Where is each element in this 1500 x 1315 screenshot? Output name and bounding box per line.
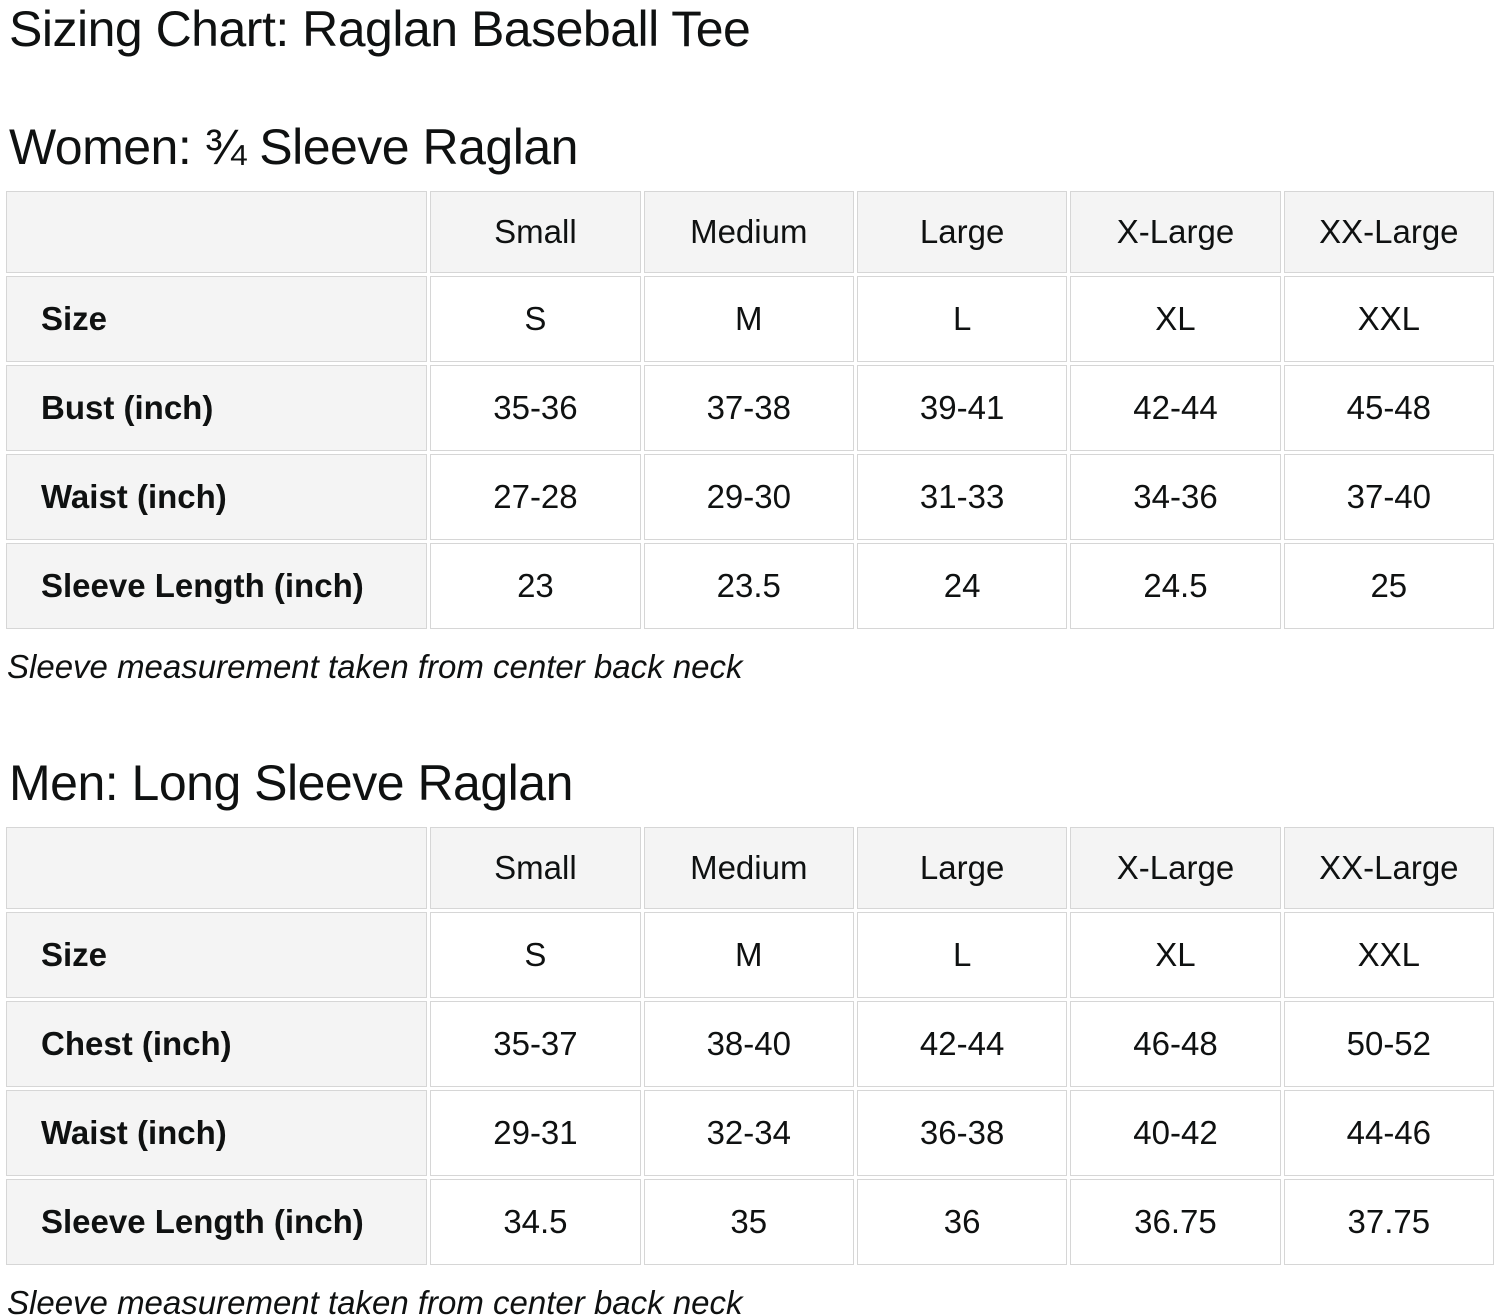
sleeve-note-women: Sleeve measurement taken from center bac… bbox=[7, 648, 743, 685]
sleeve-note-men: Sleeve measurement taken from center bac… bbox=[7, 1283, 743, 1315]
table-row: Chest (inch) 35-37 38-40 42-44 46-48 50-52 bbox=[6, 1000, 1494, 1087]
cell-value: 40-42 bbox=[1070, 1089, 1281, 1176]
column-header: Large bbox=[856, 191, 1068, 273]
cell-value: S bbox=[430, 276, 641, 362]
cell-value: 35 bbox=[643, 1178, 854, 1265]
section-men: Men: Long Sleeve Raglan Small Medium Large… bbox=[3, 758, 1497, 1315]
cell-value: 44-46 bbox=[1283, 1089, 1494, 1176]
cell-value: 36 bbox=[856, 1178, 1068, 1265]
cell-value: M bbox=[643, 911, 854, 998]
cell-value: 50-52 bbox=[1283, 1000, 1494, 1087]
table-row: Bust (inch) 35-36 37-38 39-41 42-44 45-48 bbox=[6, 365, 1494, 451]
row-label: Sleeve Length (inch) bbox=[6, 1178, 428, 1265]
section-women: Women: ¾ Sleeve Raglan Small Medium Large X… bbox=[3, 122, 1497, 686]
column-header: Medium bbox=[643, 191, 854, 273]
cell-value: 42-44 bbox=[1070, 365, 1281, 451]
cell-value: 29-30 bbox=[643, 454, 854, 540]
column-header: Small bbox=[430, 826, 641, 909]
cell-value: 42-44 bbox=[856, 1000, 1068, 1087]
cell-value: 23 bbox=[430, 543, 641, 629]
row-label: Chest (inch) bbox=[6, 1000, 428, 1087]
sizing-table-men: Small Medium Large X-Large XX-Large Size S M L XL… bbox=[3, 824, 1497, 1268]
header-row: Small Medium Large X-Large XX-Large bbox=[6, 826, 1494, 909]
page-title: Sizing Chart: Raglan Baseball Tee bbox=[9, 1, 751, 57]
cell-value: 36.75 bbox=[1070, 1178, 1281, 1265]
table-row: Size S M L XL XXL bbox=[6, 276, 1494, 362]
cell-value: M bbox=[643, 276, 854, 362]
cell-value: 25 bbox=[1283, 543, 1494, 629]
table-row: Sleeve Length (inch) 34.5 35 36 36.75 37.75 bbox=[6, 1178, 1494, 1265]
cell-value: 24 bbox=[856, 543, 1068, 629]
row-label: Waist (inch) bbox=[6, 454, 428, 540]
cell-value: XL bbox=[1070, 911, 1281, 998]
cell-value: 45-48 bbox=[1283, 365, 1494, 451]
column-header: XX-Large bbox=[1283, 191, 1494, 273]
cell-value: XXL bbox=[1283, 911, 1494, 998]
column-header: X-Large bbox=[1070, 191, 1281, 273]
cell-value: 46-48 bbox=[1070, 1000, 1281, 1087]
row-label: Sleeve Length (inch) bbox=[6, 543, 428, 629]
section-heading-men: Men: Long Sleeve Raglan bbox=[9, 754, 573, 811]
column-header: Small bbox=[430, 191, 641, 273]
cell-value: 32-34 bbox=[643, 1089, 854, 1176]
column-header: X-Large bbox=[1070, 826, 1281, 909]
cell-value: 34-36 bbox=[1070, 454, 1281, 540]
header-row: Small Medium Large X-Large XX-Large bbox=[6, 191, 1494, 273]
cell-value: 27-28 bbox=[430, 454, 641, 540]
column-header: XX-Large bbox=[1283, 826, 1494, 909]
cell-value: 35-36 bbox=[430, 365, 641, 451]
cell-value: XL bbox=[1070, 276, 1281, 362]
cell-value: L bbox=[856, 276, 1068, 362]
column-header: Medium bbox=[643, 826, 854, 909]
cell-value: 38-40 bbox=[643, 1000, 854, 1087]
row-label: Waist (inch) bbox=[6, 1089, 428, 1176]
cell-value: 34.5 bbox=[430, 1178, 641, 1265]
column-header: Large bbox=[856, 826, 1068, 909]
table-row: Size S M L XL XXL bbox=[6, 911, 1494, 998]
cell-value: 23.5 bbox=[643, 543, 854, 629]
cell-value: 37.75 bbox=[1283, 1178, 1494, 1265]
row-label: Bust (inch) bbox=[6, 365, 428, 451]
cell-value: 39-41 bbox=[856, 365, 1068, 451]
cell-value: 37-38 bbox=[643, 365, 854, 451]
cell-value: S bbox=[430, 911, 641, 998]
cell-value: 24.5 bbox=[1070, 543, 1281, 629]
corner-cell bbox=[6, 191, 428, 273]
cell-value: XXL bbox=[1283, 276, 1494, 362]
table-row: Waist (inch) 27-28 29-30 31-33 34-36 37-40 bbox=[6, 454, 1494, 540]
cell-value: 37-40 bbox=[1283, 454, 1494, 540]
cell-value: 31-33 bbox=[856, 454, 1068, 540]
table-row: Sleeve Length (inch) 23 23.5 24 24.5 25 bbox=[6, 543, 1494, 629]
sizing-table-women: Small Medium Large X-Large XX-Large Size S M L XL… bbox=[3, 188, 1497, 632]
cell-value: 35-37 bbox=[430, 1000, 641, 1087]
cell-value: 36-38 bbox=[856, 1089, 1068, 1176]
corner-cell bbox=[6, 826, 428, 909]
row-label: Size bbox=[6, 276, 428, 362]
row-label: Size bbox=[6, 911, 428, 998]
cell-value: L bbox=[856, 911, 1068, 998]
table-row: Waist (inch) 29-31 32-34 36-38 40-42 44-46 bbox=[6, 1089, 1494, 1176]
cell-value: 29-31 bbox=[430, 1089, 641, 1176]
section-heading-women: Women: ¾ Sleeve Raglan bbox=[9, 119, 578, 175]
